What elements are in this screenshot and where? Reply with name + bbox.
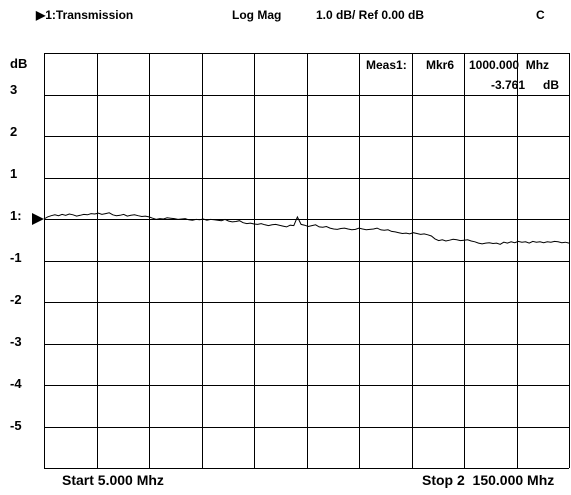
marker-frequency: 1000.000 Mhz	[469, 58, 550, 72]
format-label[interactable]: Log Mag	[232, 8, 282, 22]
y-tick-label: -4	[10, 376, 22, 391]
marker-unit: dB	[543, 78, 559, 92]
reference-arrow-icon	[32, 213, 44, 225]
marker-label[interactable]: Mkr6	[426, 58, 455, 72]
y-tick-label: 2	[10, 124, 18, 139]
measurement-label: Meas1:	[366, 58, 407, 72]
grid-lines	[44, 53, 570, 469]
start-frequency[interactable]: Start 5.000 Mhz	[62, 472, 164, 488]
y-tick-label: -2	[10, 292, 22, 307]
y-axis-unit: dB	[10, 56, 28, 71]
y-tick-label: 3	[10, 82, 18, 97]
active-trace-arrow-icon: ▶	[36, 8, 46, 22]
y-tick-label: -5	[10, 418, 22, 433]
y-tick-label: -3	[10, 334, 22, 349]
marker-value: -3.761	[491, 78, 526, 92]
active-trace-label[interactable]: ▶1:Transmission	[36, 8, 133, 22]
channel-flag: C	[536, 8, 545, 22]
reference-level-marker-icon	[32, 213, 44, 225]
y-tick-label: -1	[10, 250, 22, 265]
stop-frequency[interactable]: Stop 2 150.000 Mhz	[422, 472, 555, 488]
y-tick-label: 1	[10, 166, 18, 181]
y-tick-label-reference: 1:	[10, 208, 22, 223]
scale-label[interactable]: 1.0 dB/ Ref 0.00 dB	[316, 8, 425, 22]
trace-name: 1:Transmission	[45, 8, 134, 22]
trace-1-line	[43, 212, 570, 245]
